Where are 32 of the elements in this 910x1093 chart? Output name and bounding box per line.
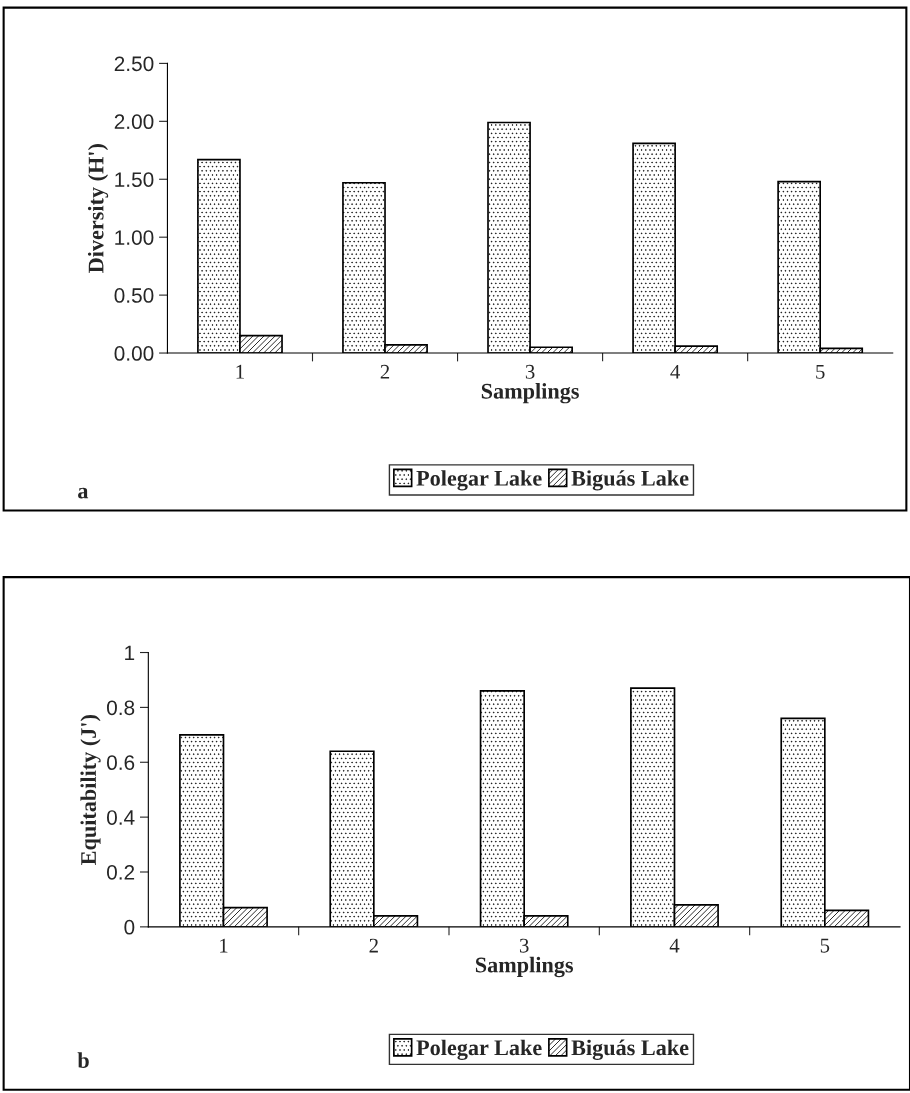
x-axis-title: Samplings (475, 956, 574, 978)
y-tick-label: 0.6 (106, 755, 135, 771)
y-tick-label: 2.50 (114, 56, 154, 72)
x-tick-label: 5 (816, 364, 825, 379)
x-tick-label: 1 (236, 364, 244, 379)
legend-label: Polegar Lake (416, 470, 542, 491)
x-tick-label: 4 (669, 938, 680, 953)
x-axis-title: Samplings (481, 383, 579, 404)
legend-label: Polegar Lake (416, 1039, 542, 1060)
x-tick-label: 1 (220, 938, 228, 953)
y-tick-label: 1.50 (115, 172, 154, 188)
y-tick-label: 1.00 (115, 230, 154, 245)
x-tick-label: 5 (820, 938, 830, 953)
y-tick-label: 0.2 (106, 865, 135, 880)
y-axis-title: Diversity (H') (87, 144, 109, 273)
y-tick-label: 0.8 (106, 700, 135, 716)
y-tick-label: 0 (124, 919, 135, 935)
y-tick-label: 0.00 (114, 346, 154, 361)
x-tick-label: 2 (380, 364, 390, 379)
text: a (78, 487, 89, 499)
legend-label: Biguás Lake (571, 470, 689, 491)
y-axis-title: Equitability (J') (80, 715, 101, 865)
y-tick-label: 1 (125, 645, 135, 661)
y-tick-label: 0.4 (106, 810, 135, 825)
y-tick-label: 0.50 (114, 288, 154, 303)
x-tick-label: 3 (519, 938, 529, 953)
x-tick-label: 3 (525, 364, 535, 379)
legend-label: Biguás Lake (571, 1039, 689, 1060)
x-tick-label: 2 (369, 938, 378, 953)
text: b (77, 1052, 89, 1068)
y-tick-label: 2.00 (114, 114, 154, 130)
x-tick-label: 4 (670, 364, 681, 379)
